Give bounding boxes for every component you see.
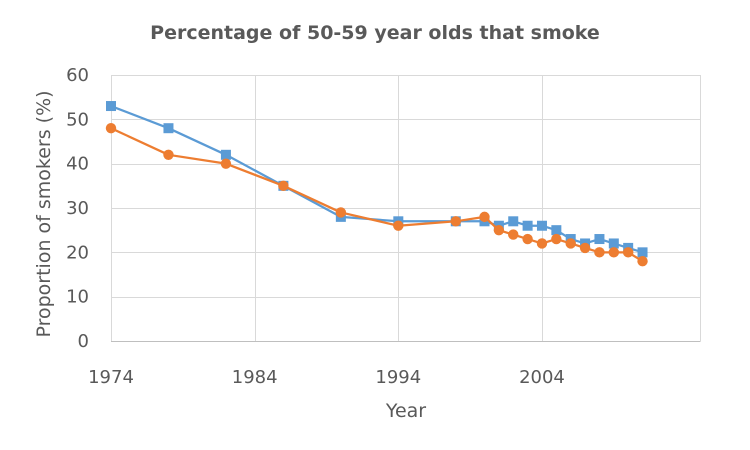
circle-marker [565,238,576,249]
circle-marker [594,247,605,258]
y-tick-label: 10 [66,287,89,308]
circle-marker [536,238,548,249]
square-marker [608,238,619,249]
square-marker [220,149,231,160]
y-tick-label: 30 [66,198,89,219]
circle-marker [622,247,634,258]
circle-marker [393,220,404,231]
y-tick-label: 50 [66,109,89,130]
x-axis-tick-labels: 1974 1984 1994 2004 [88,367,565,388]
series-line [109,127,644,263]
square-marker [163,123,174,134]
y-tick-label: 40 [66,154,89,175]
circle-marker [579,242,591,254]
circle-marker [450,216,461,227]
circle-marker [522,233,533,245]
x-axis-title: Year [385,400,426,422]
y-axis-title: Proportion of smokers (%) [33,90,55,337]
y-axis-tick-labels: 0 10 20 30 40 50 60 [66,65,89,352]
gridlines [111,75,701,341]
series-2 [105,123,648,267]
x-tick-label: 2004 [519,367,565,388]
y-tick-label: 60 [66,65,89,86]
square-marker [522,220,533,231]
square-marker [536,220,547,231]
chart-title: Percentage of 50-59 year olds that smoke [150,22,600,44]
circle-marker [479,211,490,223]
circle-marker [278,180,289,192]
circle-marker [551,233,562,245]
square-marker [551,225,562,236]
x-tick-label: 1984 [232,367,278,388]
square-marker [106,101,116,112]
square-marker [594,234,605,245]
circle-marker [608,247,620,258]
x-tick-label: 1994 [375,367,421,388]
series-line [109,104,644,254]
data-series [105,101,648,267]
circle-marker [105,123,117,134]
circle-marker [335,207,347,218]
y-tick-label: 20 [66,242,89,263]
x-tick-label: 1974 [88,367,134,388]
circle-marker [508,229,519,240]
square-marker [637,247,648,258]
circle-marker [220,158,232,169]
series-1 [106,101,648,258]
circle-marker [493,224,505,236]
square-marker [508,216,519,227]
y-tick-label: 0 [78,331,89,352]
circle-marker [637,256,648,267]
circle-marker [163,149,174,160]
